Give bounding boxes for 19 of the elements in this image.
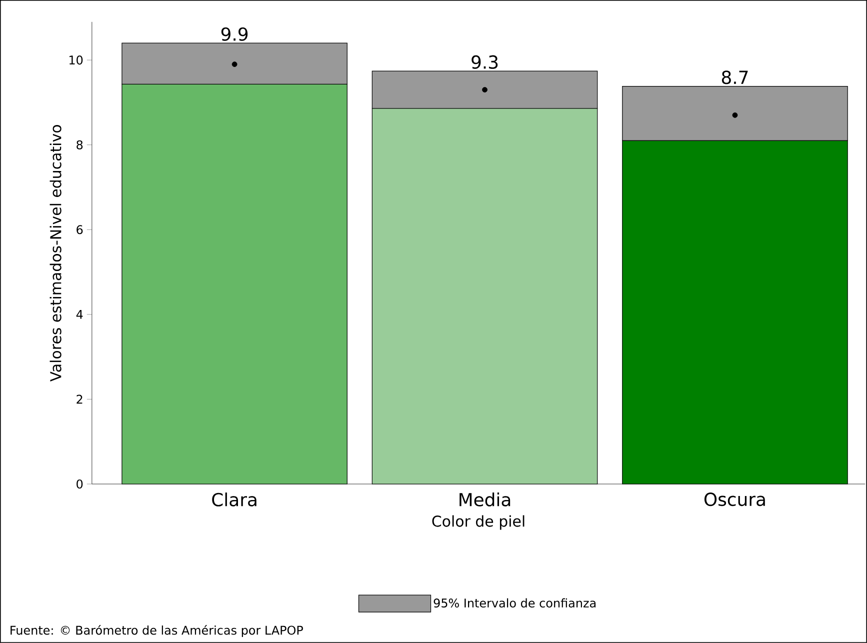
text: 95% Intervalo de confianza bbox=[434, 598, 596, 608]
y-tick-label: 10 bbox=[70, 56, 83, 65]
x-tick-label: Clara bbox=[212, 492, 256, 506]
y-tick-label: 6 bbox=[76, 225, 83, 234]
x-tick-label: Media bbox=[460, 492, 510, 506]
source-note: Fuente: © Barómetro de las Américas por LAPOP bbox=[10, 625, 303, 638]
point bbox=[482, 87, 488, 92]
x-tick-label: Oscura bbox=[704, 492, 765, 506]
data-label: 9.3 bbox=[472, 55, 498, 69]
point bbox=[732, 112, 738, 118]
y-tick-label: 0 bbox=[76, 480, 83, 489]
y-tick-label: 2 bbox=[76, 394, 82, 404]
data-label: 8.7 bbox=[722, 70, 748, 84]
y-tick-label: 8 bbox=[76, 140, 83, 150]
x-axis-title: Color de piel bbox=[432, 515, 524, 530]
point bbox=[232, 62, 238, 68]
data-label: 9.9 bbox=[221, 27, 248, 41]
y-tick-label: 4 bbox=[76, 310, 83, 319]
y-axis-title: Valores estimados-Nivel educativo bbox=[50, 125, 62, 382]
